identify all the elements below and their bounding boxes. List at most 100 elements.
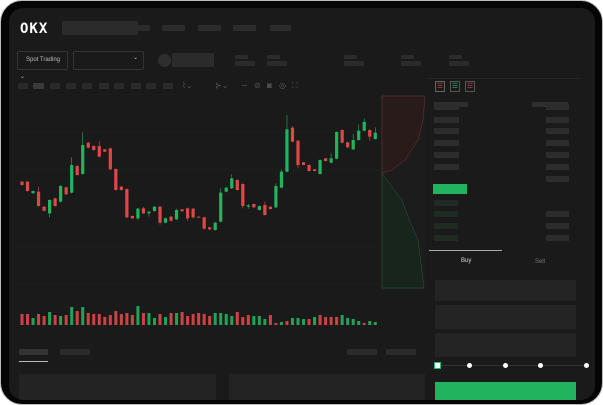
volume-bar bbox=[362, 323, 366, 325]
nav-item[interactable] bbox=[270, 25, 291, 31]
interval-button[interactable] bbox=[66, 83, 76, 89]
amount-input[interactable] bbox=[435, 305, 576, 329]
volume-bar bbox=[130, 315, 134, 325]
orderbook-both-icon[interactable]: ☰ bbox=[435, 81, 445, 92]
volume-bar bbox=[252, 316, 256, 325]
volume-bar bbox=[97, 314, 101, 325]
ask-size bbox=[546, 176, 569, 182]
candle-body bbox=[86, 142, 90, 148]
market-type-dropdown[interactable]: Spot Trading ⌄ bbox=[17, 51, 68, 80]
candle-body bbox=[48, 200, 52, 214]
buy-tab-underline bbox=[429, 250, 502, 251]
volume-bar bbox=[20, 314, 24, 325]
candle-body bbox=[42, 206, 46, 211]
volume-bar bbox=[59, 316, 63, 325]
volume-bar bbox=[119, 314, 123, 325]
nav-item[interactable] bbox=[162, 25, 185, 31]
slider-mark-25[interactable] bbox=[467, 363, 472, 368]
interval-button[interactable] bbox=[163, 83, 173, 89]
candle-body bbox=[373, 132, 377, 139]
candle-body bbox=[285, 129, 289, 172]
candle-body bbox=[64, 187, 68, 195]
filter-button[interactable] bbox=[386, 349, 416, 355]
candle-body bbox=[279, 171, 284, 188]
buy-button[interactable] bbox=[435, 382, 576, 400]
interval-button[interactable] bbox=[131, 83, 141, 89]
camera-icon[interactable]: ◙ bbox=[267, 81, 272, 90]
candle-body bbox=[301, 162, 306, 165]
volume-bar bbox=[368, 321, 372, 325]
candle-body bbox=[152, 206, 157, 211]
line-tool-icon[interactable]: ∼ bbox=[241, 81, 248, 90]
volume-bar bbox=[373, 322, 377, 325]
interval-button[interactable] bbox=[18, 83, 28, 89]
settings-icon[interactable]: ◎ bbox=[279, 81, 286, 90]
indicator-icon[interactable]: ⊱⌄ bbox=[215, 81, 229, 90]
volume-bar bbox=[42, 316, 46, 325]
search-bar[interactable] bbox=[62, 21, 138, 35]
candle-body bbox=[362, 122, 366, 131]
tab-sell[interactable]: Sell bbox=[535, 259, 546, 265]
amount-slider[interactable] bbox=[439, 365, 587, 366]
bid-price bbox=[434, 223, 458, 229]
candle-body bbox=[103, 149, 107, 152]
fullscreen-icon[interactable]: ⛶ bbox=[292, 81, 298, 90]
candle-body bbox=[158, 206, 162, 223]
slider-mark-100[interactable] bbox=[584, 363, 589, 368]
volume-bar bbox=[208, 316, 212, 325]
volume-bar bbox=[114, 311, 118, 325]
candle-body bbox=[290, 127, 295, 142]
chevron-down-icon: ⌄ bbox=[132, 55, 138, 61]
filter-button[interactable] bbox=[347, 349, 377, 355]
volume-bar bbox=[241, 317, 245, 325]
volume-bar bbox=[302, 319, 306, 325]
slider-handle[interactable] bbox=[434, 362, 441, 369]
candle-body bbox=[312, 169, 317, 171]
candle-body bbox=[169, 216, 173, 221]
interval-button[interactable] bbox=[50, 83, 60, 89]
candle-body bbox=[174, 210, 179, 220]
volume-bar bbox=[75, 311, 79, 325]
market-type-label: Spot Trading bbox=[26, 57, 61, 63]
price-input[interactable] bbox=[435, 280, 576, 301]
pair-dropdown[interactable]: ⌄ bbox=[73, 51, 144, 70]
coin-icon bbox=[158, 54, 171, 67]
interval-button[interactable] bbox=[146, 83, 156, 89]
interval-button[interactable] bbox=[33, 83, 44, 89]
orderbook-asks-icon[interactable]: ☰ bbox=[465, 81, 475, 92]
ask-size bbox=[546, 164, 569, 170]
total-input[interactable] bbox=[435, 333, 576, 357]
slider-mark-50[interactable] bbox=[503, 363, 508, 368]
nav-item[interactable] bbox=[198, 25, 221, 31]
candle-body bbox=[329, 158, 333, 163]
okx-logo[interactable]: OKX bbox=[20, 21, 49, 37]
ask-depth-area bbox=[381, 95, 426, 174]
chart-type-icon[interactable]: ⌇⌄ bbox=[182, 81, 193, 90]
candle-body bbox=[20, 181, 24, 185]
bid-price bbox=[434, 211, 458, 217]
candle-body bbox=[31, 191, 35, 194]
slider-mark-75[interactable] bbox=[538, 363, 543, 368]
tab-open-orders[interactable] bbox=[19, 349, 48, 355]
volume-bar bbox=[274, 323, 278, 325]
candlestick-chart[interactable] bbox=[9, 8, 595, 400]
volume-bar bbox=[346, 318, 350, 325]
bid-size bbox=[546, 211, 569, 217]
volume-bar bbox=[268, 315, 272, 325]
interval-button[interactable] bbox=[99, 83, 109, 89]
orderbook-bids-icon[interactable]: ☰ bbox=[450, 81, 460, 92]
interval-button[interactable] bbox=[82, 83, 92, 89]
volume-bar bbox=[235, 312, 239, 325]
candle-body bbox=[368, 130, 372, 137]
candle-body bbox=[163, 218, 168, 223]
tab-buy[interactable]: Buy bbox=[461, 258, 472, 264]
ruler-icon[interactable]: ⊘ bbox=[254, 81, 261, 90]
ask-size bbox=[546, 140, 569, 146]
ask-size bbox=[546, 104, 569, 110]
tab-order-history[interactable] bbox=[60, 349, 90, 355]
interval-button[interactable] bbox=[114, 83, 124, 89]
nav-item[interactable] bbox=[128, 25, 150, 31]
nav-item[interactable] bbox=[233, 25, 256, 31]
volume-bar bbox=[81, 307, 85, 325]
volume-bar bbox=[324, 317, 328, 325]
